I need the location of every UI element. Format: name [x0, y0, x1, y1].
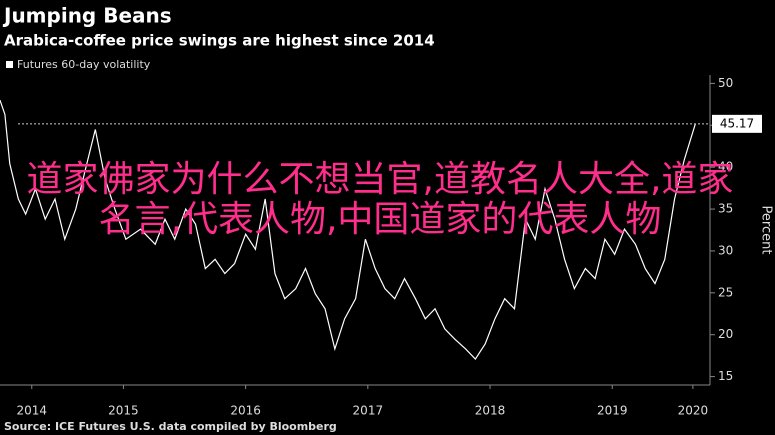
y-tick-label: 40 — [718, 160, 733, 174]
line — [0, 99, 696, 360]
x-tick-label: 2016 — [230, 404, 261, 418]
source: Source: ICE Futures U.S. data compiled b… — [4, 420, 337, 433]
y-tick-label: 30 — [718, 243, 733, 257]
y-tick-label: 35 — [718, 202, 733, 216]
chart-subtitle: Arabica-coffee price swings are highest … — [4, 32, 435, 50]
last-value-box — [712, 114, 762, 133]
chart-title: Jumping Beans — [2, 4, 172, 28]
x-tick-label: 2019 — [597, 404, 628, 418]
y-tick-label: 20 — [718, 327, 733, 341]
x-tick-label: 2018 — [475, 404, 506, 418]
x-tick-label: 2017 — [353, 404, 384, 418]
legend-label: Futures 60-day volatility — [17, 58, 151, 71]
x-tick-label: 2015 — [108, 404, 139, 418]
x-tick-label: 2014 — [16, 404, 47, 418]
y-tick-label: 15 — [718, 369, 733, 383]
y-tick-label: 25 — [718, 285, 733, 299]
last-value-label: 45.17 — [720, 116, 754, 130]
legend-swatch — [6, 61, 13, 68]
overlay-text: 道家佛家为什么不想当官,道教名人大全,道家名言,代表人物,中国道家的代表人物 — [26, 159, 734, 240]
y-tick-label: 50 — [718, 76, 733, 90]
y-axis-label: Percent — [759, 206, 774, 255]
x-tick-label: 2020 — [678, 404, 709, 418]
